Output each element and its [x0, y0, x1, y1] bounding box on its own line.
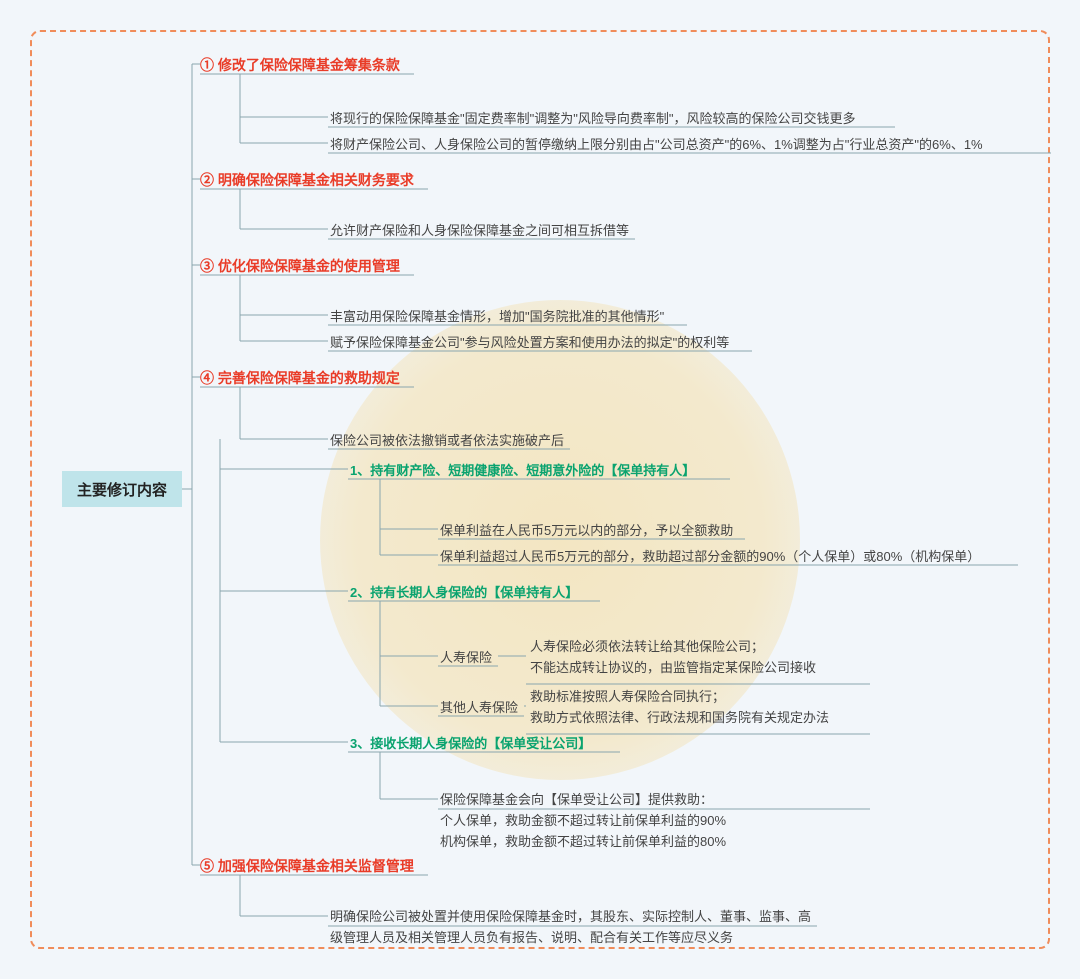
section-heading-5: ⑤ 加强保险保障基金相关监督管理	[200, 856, 414, 876]
sub2label-4-2-1: 人寿保险	[440, 647, 492, 666]
detail-3-1: 丰富动用保险保障基金情形，增加"国务院批准的其他情形"	[330, 306, 664, 325]
section-heading-1: ① 修改了保险保障基金筹集条款	[200, 55, 400, 75]
section-heading-2: ② 明确保险保障基金相关财务要求	[200, 170, 414, 190]
detail-1-2: 将财产保险公司、人身保险公司的暂停缴纳上限分别由占"公司总资产"的6%、1%调整…	[330, 134, 983, 153]
subsection-4-1: 1、持有财产险、短期健康险、短期意外险的【保单持有人】	[350, 460, 695, 479]
section-heading-4: ④ 完善保险保障基金的救助规定	[200, 368, 400, 388]
subsection-4-2: 2、持有长期人身保险的【保单持有人】	[350, 582, 578, 601]
subdetail-4-1-2: 保单利益超过人民币5万元的部分，救助超过部分金额的90%（个人保单）或80%（机…	[440, 546, 980, 565]
sub2label-4-2-2: 其他人寿保险	[440, 697, 518, 716]
subdetail-4-3-1: 保险保障基金会向【保单受让公司】提供救助：个人保单，救助金额不超过转让前保单利益…	[440, 790, 870, 852]
detail-1-1: 将现行的保险保障基金"固定费率制"调整为"风险导向费率制"，风险较高的保险公司交…	[330, 108, 855, 127]
root-label: 主要修订内容	[77, 479, 167, 500]
subdetail-4-1-1: 保单利益在人民币5万元以内的部分，予以全额救助	[440, 520, 733, 539]
detail-3-2: 赋予保险保障基金公司"参与风险处置方案和使用办法的拟定"的权利等	[330, 332, 729, 351]
detail-4-1: 保险公司被依法撤销或者依法实施破产后	[330, 430, 564, 449]
section-heading-3: ③ 优化保险保障基金的使用管理	[200, 256, 400, 276]
subsection-4-3: 3、接收长期人身保险的【保单受让公司】	[350, 733, 591, 752]
detail-2-1: 允许财产保险和人身保险保障基金之间可相互拆借等	[330, 220, 629, 239]
sub2text-4-2-2: 救助标准按照人寿保险合同执行；救助方式依照法律、行政法规和国务院有关规定办法	[530, 687, 890, 729]
sub2text-4-2-1: 人寿保险必须依法转让给其他保险公司；不能达成转让协议的，由监管指定某保险公司接收	[530, 637, 890, 679]
root-node: 主要修订内容	[62, 471, 182, 507]
detail-5-1: 明确保险公司被处置并使用保险保障基金时，其股东、实际控制人、董事、监事、高级管理…	[330, 907, 890, 949]
